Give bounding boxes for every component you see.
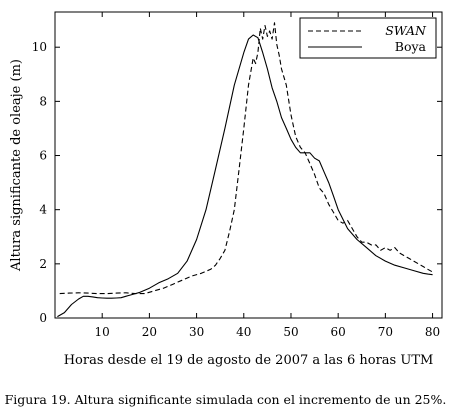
series-line-boya bbox=[57, 34, 433, 318]
x-tick-label: 20 bbox=[142, 325, 157, 339]
x-tick-label: 70 bbox=[378, 325, 393, 339]
x-tick-label: 40 bbox=[236, 325, 251, 339]
y-tick-label: 10 bbox=[32, 40, 47, 54]
y-tick-label: 4 bbox=[39, 203, 47, 217]
x-tick-label: 30 bbox=[189, 325, 204, 339]
plot-border bbox=[54, 11, 443, 319]
y-tick-label: 8 bbox=[39, 94, 47, 108]
y-axis-title: Altura significante de oleaje (m) bbox=[9, 59, 24, 272]
x-tick-label: 80 bbox=[425, 325, 440, 339]
x-tick-label: 60 bbox=[331, 325, 346, 339]
legend-label-swan: SWAN bbox=[385, 23, 427, 38]
x-axis-title: Horas desde el 19 de agosto de 2007 a la… bbox=[64, 353, 434, 368]
series-line-swan bbox=[59, 22, 433, 295]
tick-labels: 10 20 30 40 50 60 70 80 0 2 4 6 8 10 bbox=[32, 40, 440, 339]
legend-label-boya: Boya bbox=[395, 39, 427, 54]
plot-frame bbox=[54, 11, 443, 319]
tick-marks bbox=[55, 12, 442, 319]
x-tick-label: 10 bbox=[95, 325, 110, 339]
x-tick-label: 50 bbox=[283, 325, 298, 339]
figure-caption: Figura 19. Altura significante simulada … bbox=[4, 392, 447, 407]
y-tick-label: 0 bbox=[39, 311, 47, 325]
y-tick-label: 2 bbox=[39, 257, 47, 271]
legend-box bbox=[299, 17, 437, 59]
series-lines bbox=[57, 22, 433, 318]
y-tick-label: 6 bbox=[39, 149, 47, 163]
